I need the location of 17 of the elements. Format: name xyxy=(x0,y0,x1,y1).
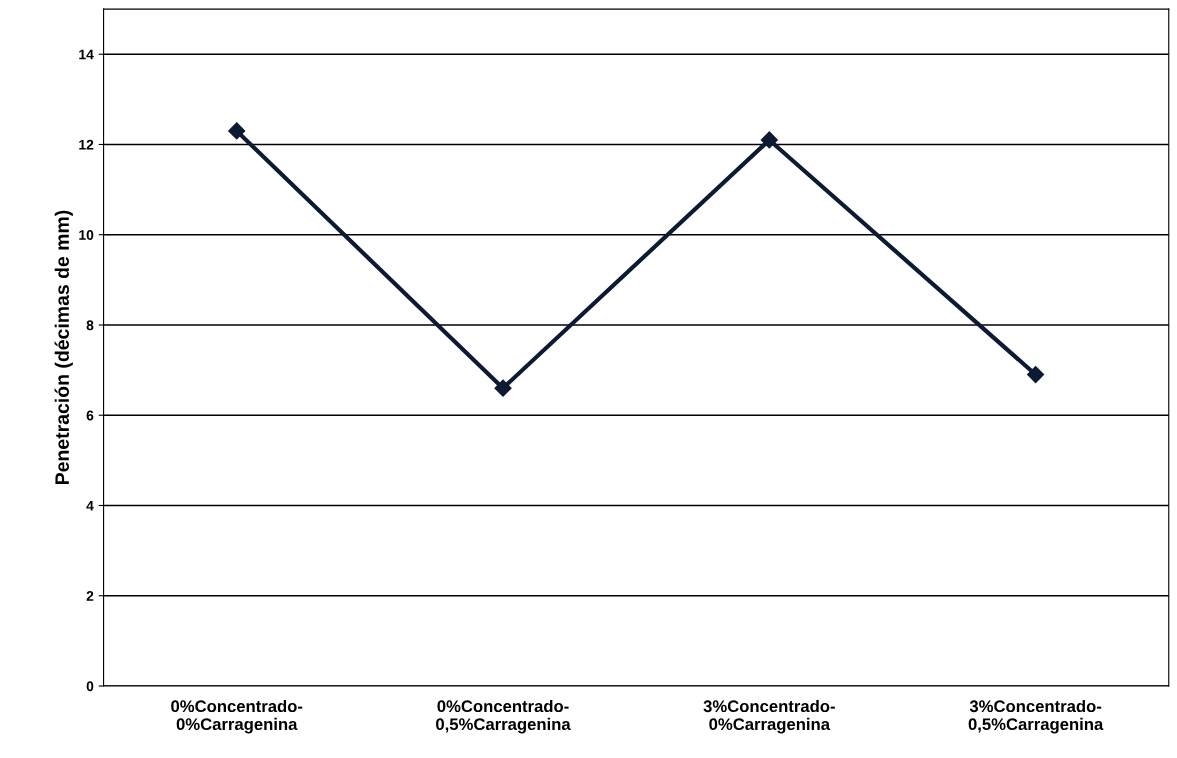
point xyxy=(494,379,512,397)
y-tick-label: 14 xyxy=(79,49,94,60)
point xyxy=(228,122,246,140)
y-tick-label: 6 xyxy=(86,410,94,421)
x-tick-label: 0%Concentrado- 0,5%Carragenina xyxy=(436,699,571,734)
point xyxy=(760,131,778,149)
y-tick-label: 4 xyxy=(86,500,94,511)
y-tick-label: 12 xyxy=(79,139,94,150)
x-tick-label: 0%Concentrado- 0%Carragenina xyxy=(171,699,303,734)
point xyxy=(1027,366,1045,384)
x-tick-label: 3%Concentrado- 0,5%Carragenina xyxy=(968,699,1104,734)
y-axis-title: Penetración (décimas de mm) xyxy=(54,210,73,485)
y-tick-label: 0 xyxy=(86,681,94,692)
x-tick-label: 3%Concentrado- 0%Carragenina xyxy=(703,699,835,734)
y-tick-label: 8 xyxy=(86,320,94,331)
y-tick-label: 2 xyxy=(86,591,94,601)
y-tick-label: 10 xyxy=(79,230,94,240)
